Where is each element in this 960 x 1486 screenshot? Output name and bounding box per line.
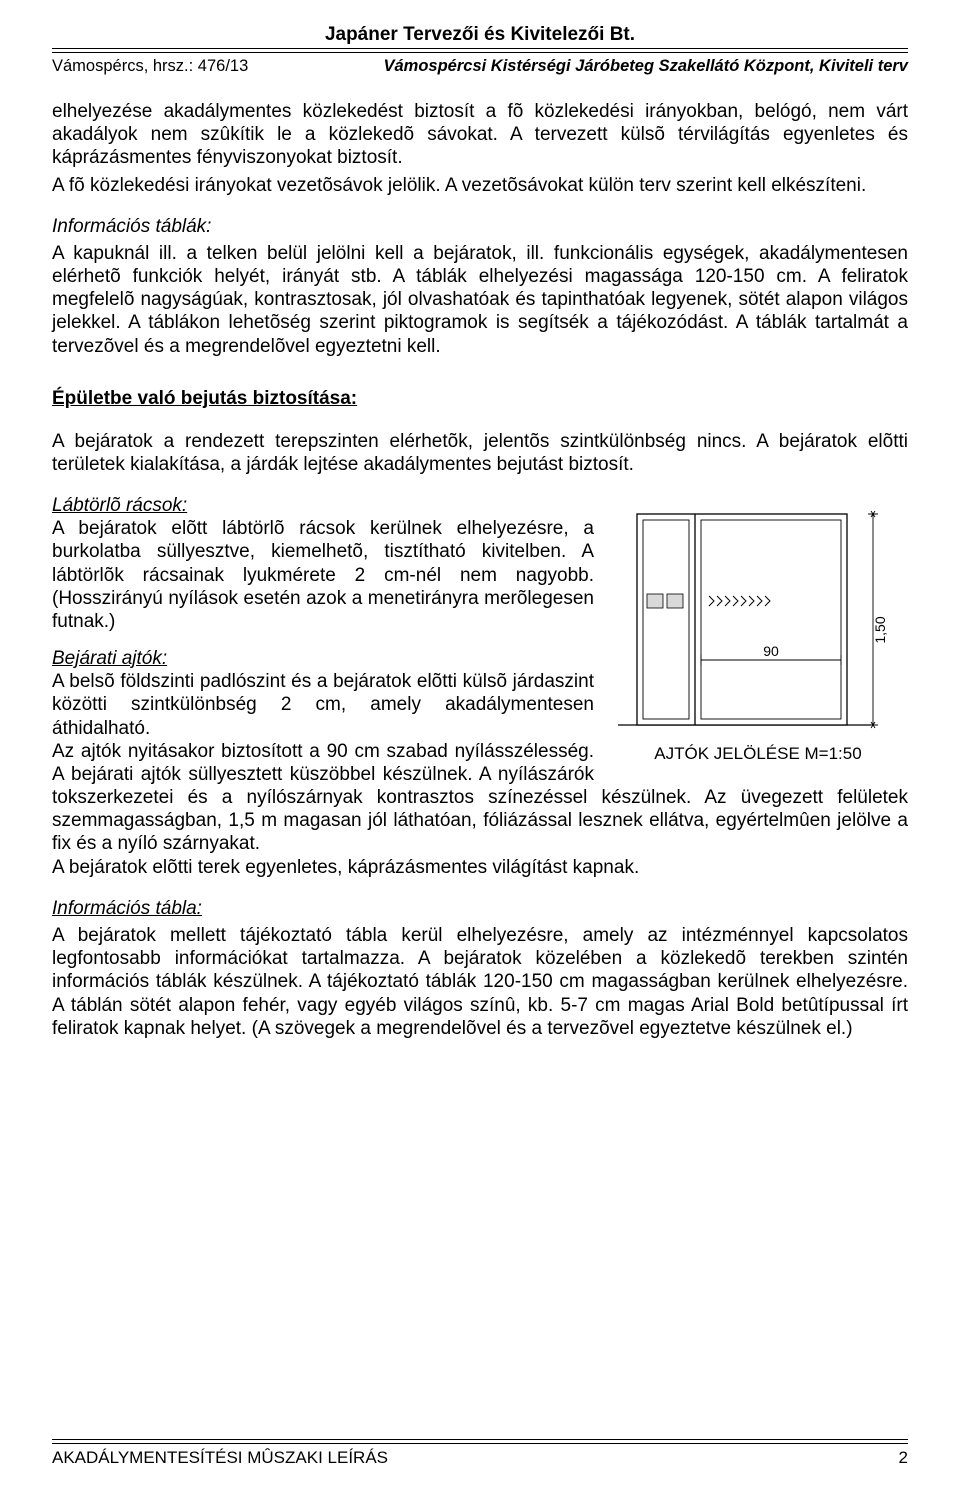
page: Japáner Tervezői és Kivitelezői Bt. Vámo… xyxy=(0,0,960,1486)
paragraph-2: A kapuknál ill. a telken belül jelölni k… xyxy=(52,242,908,358)
company-name: Japáner Tervezői és Kivitelezői Bt. xyxy=(52,24,908,46)
subheader-right: Vámospércsi Kistérségi Járóbeteg Szakell… xyxy=(383,57,908,76)
footer: AKADÁLYMENTESÍTÉSI MÛSZAKI LEÍRÁS 2 xyxy=(52,1437,908,1468)
paragraph-1a: elhelyezése akadálymentes közlekedést bi… xyxy=(52,100,908,170)
figure-caption: AJTÓK JELÖLÉSE M=1:50 xyxy=(608,744,908,765)
footer-rule xyxy=(52,1439,908,1444)
paragraph-6: A bejáratok mellett tájékoztató tábla ke… xyxy=(52,924,908,1040)
section-grate-title: Lábtörlõ rácsok: xyxy=(52,495,187,516)
heading-entry: Épületbe való bejutás biztosítása: xyxy=(52,388,908,410)
section-door-title: Bejárati ajtók: xyxy=(52,648,167,669)
footer-title: AKADÁLYMENTESÍTÉSI MÛSZAKI LEÍRÁS xyxy=(52,1448,388,1468)
footer-page: 2 xyxy=(899,1448,908,1468)
paragraph-1b: A fõ közlekedési irányokat vezetõsávok j… xyxy=(52,174,908,197)
paragraph-3: A bejáratok a rendezett terepszinten elé… xyxy=(52,430,908,476)
grate-and-door-block: 90 1,50 AJTÓK JELÖLÉSE M=1:50 Lábtörlõ r… xyxy=(52,494,908,879)
door-figure: 90 1,50 AJTÓK JELÖLÉSE M=1:50 xyxy=(608,500,908,765)
dim-height: 1,50 xyxy=(872,616,888,643)
section-info2-title: Információs tábla: xyxy=(52,898,202,919)
subheader-left: Vámospércs, hrsz.: 476/13 xyxy=(52,57,248,76)
dim-width: 90 xyxy=(763,643,779,659)
subheader: Vámospércs, hrsz.: 476/13 Vámospércsi Ki… xyxy=(52,57,908,76)
section-info-title: Információs táblák: xyxy=(52,216,211,237)
header-rule xyxy=(52,48,908,53)
paragraph-5c: A bejáratok elõtti terek egyenletes, káp… xyxy=(52,856,908,879)
